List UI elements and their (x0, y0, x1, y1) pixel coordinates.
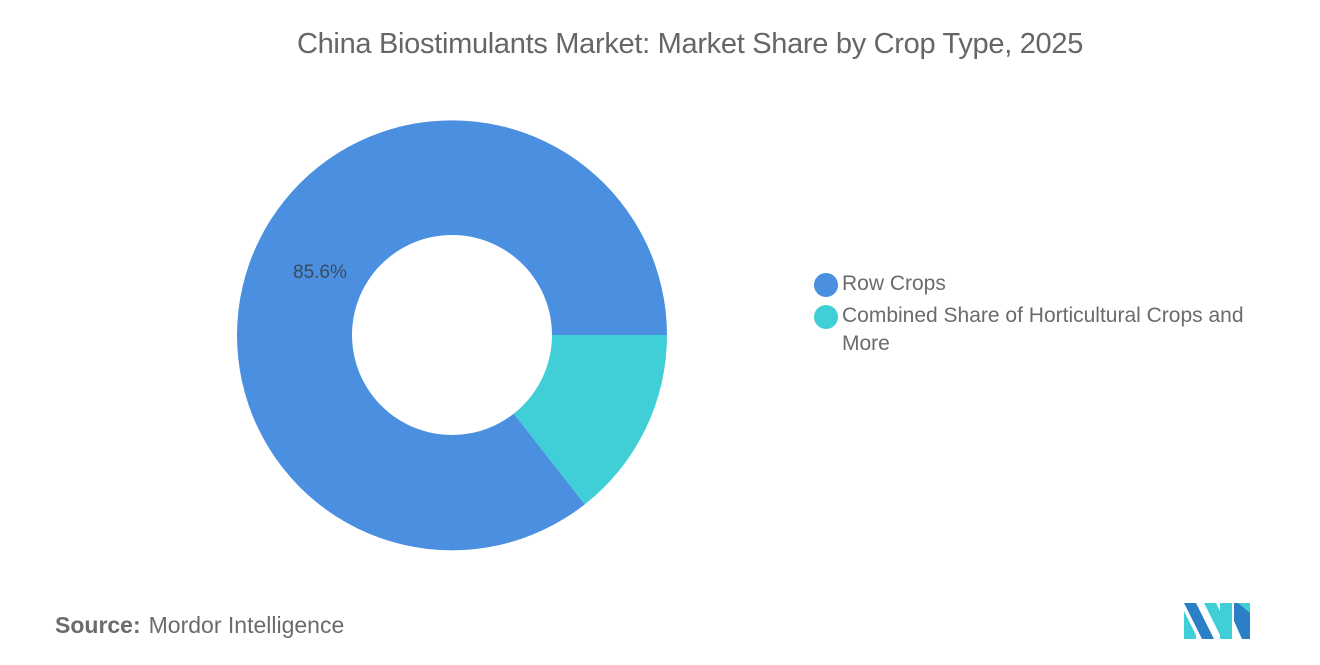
slice-horticultural-crops[interactable] (513, 335, 668, 505)
source-label: Source: (55, 612, 141, 638)
legend-item-horticultural[interactable]: Combined Share of Horticultural Crops an… (814, 302, 1294, 358)
source-note: Source: Mordor Intelligence (55, 612, 344, 639)
legend-label: Row Crops (842, 272, 946, 295)
legend-dot-icon (814, 305, 838, 329)
slice-row-crops[interactable] (237, 120, 667, 551)
legend-label: Combined Share of Horticultural Crops an… (842, 304, 1244, 355)
chart-legend: Row Crops Combined Share of Horticultura… (814, 270, 1294, 362)
source-value: Mordor Intelligence (148, 612, 345, 638)
chart-title: China Biostimulants Market: Market Share… (296, 28, 1084, 60)
slice-label-row-crops: 85.6% (293, 262, 347, 283)
legend-item-row-crops[interactable]: Row Crops (814, 270, 1294, 298)
legend-dot-icon (814, 273, 838, 297)
mordor-intelligence-logo-icon (1184, 603, 1250, 639)
